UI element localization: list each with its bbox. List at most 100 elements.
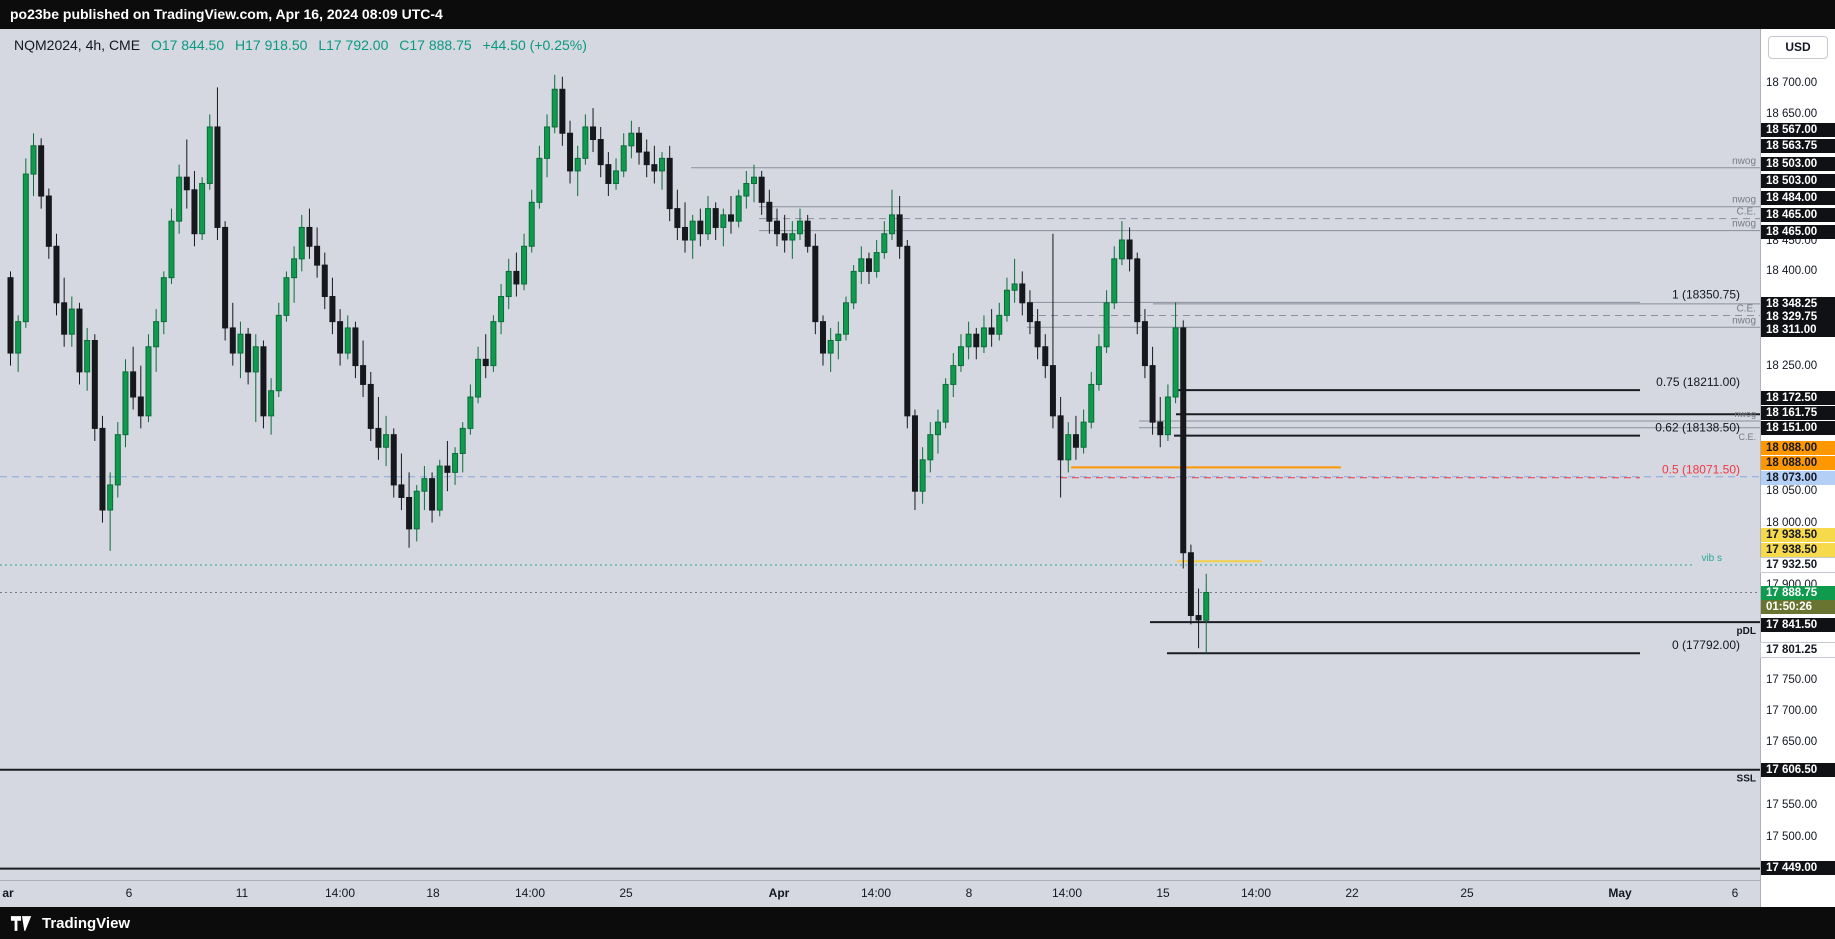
candle-body bbox=[513, 270, 520, 285]
candle-body bbox=[559, 88, 566, 134]
time-axis-label: 14:00 bbox=[1051, 886, 1083, 900]
time-axis-label: 11 bbox=[235, 886, 249, 900]
candle-body bbox=[582, 126, 589, 159]
candle-body bbox=[375, 427, 382, 448]
candle-body bbox=[1065, 434, 1072, 461]
candle-body bbox=[1195, 615, 1202, 621]
candle-body bbox=[107, 484, 114, 511]
candle-body bbox=[191, 189, 198, 235]
level-label: C.E. bbox=[1737, 207, 1756, 218]
currency-button[interactable]: USD bbox=[1768, 36, 1828, 59]
candle-body bbox=[896, 214, 903, 247]
price-level-badge: 18 465.00 bbox=[1761, 225, 1835, 239]
candle-body bbox=[659, 157, 666, 172]
level-label: SSL bbox=[1737, 774, 1756, 785]
candle-body bbox=[888, 214, 895, 235]
candle-body bbox=[38, 145, 45, 197]
legend-close: C17 888.75 bbox=[399, 37, 472, 53]
candle-body bbox=[597, 139, 604, 166]
candle-body bbox=[1072, 434, 1079, 448]
bar-countdown-badge: 01:50:26 bbox=[1761, 600, 1835, 614]
candle-body bbox=[76, 308, 83, 373]
candle-body bbox=[84, 339, 91, 373]
candle-body bbox=[850, 270, 857, 304]
candle-body bbox=[881, 233, 888, 254]
candle-body bbox=[252, 346, 259, 373]
candle-body bbox=[229, 327, 236, 354]
candle-body bbox=[122, 371, 129, 436]
candle-body bbox=[973, 333, 980, 348]
candle-body bbox=[705, 208, 712, 235]
legend-open: O17 844.50 bbox=[150, 37, 225, 53]
levels-layer bbox=[0, 167, 1760, 870]
candle-body bbox=[360, 365, 367, 385]
time-axis-label: 15 bbox=[1156, 886, 1170, 900]
candle-body bbox=[145, 346, 152, 417]
candle-body bbox=[22, 173, 29, 323]
time-axis-label: 14:00 bbox=[514, 886, 546, 900]
candle-body bbox=[1141, 321, 1148, 367]
candle-body bbox=[689, 220, 696, 241]
candle-body bbox=[697, 220, 704, 235]
price-axis-label: 17 750.00 bbox=[1766, 674, 1818, 686]
level-label: nwog bbox=[1734, 409, 1756, 419]
candle-body bbox=[858, 258, 865, 272]
price-axis-label: 17 550.00 bbox=[1766, 799, 1818, 811]
legend-high: H17 918.50 bbox=[235, 37, 308, 53]
candle-body bbox=[613, 170, 620, 184]
candle-body bbox=[590, 126, 597, 141]
price-level-badge: 17 841.50 bbox=[1761, 618, 1835, 632]
price-axis[interactable]: 18 700.00 18 650.00 18 450.00 18 400.00 18 2… bbox=[1760, 29, 1835, 907]
candle-body bbox=[536, 157, 543, 203]
brand-name[interactable]: TradingView bbox=[42, 914, 131, 932]
candle-body bbox=[459, 427, 466, 455]
candle-body bbox=[628, 132, 635, 147]
candle-body bbox=[245, 333, 252, 373]
price-level-badge: 17 938.50 bbox=[1761, 528, 1835, 542]
candle-body bbox=[1034, 321, 1041, 348]
level-label: 0 (17792.00) bbox=[1672, 638, 1740, 652]
candle-body bbox=[298, 226, 305, 260]
candle-body bbox=[15, 321, 22, 354]
candle-body bbox=[444, 465, 451, 473]
time-axis-label: 6 bbox=[125, 886, 133, 900]
chart-canvas[interactable]: nwog nwog C.E. nwog 1 (18350.75) C.E. nwog 0.75… bbox=[0, 29, 1760, 880]
tradingview-logo-icon[interactable] bbox=[10, 915, 34, 932]
price-level-badge: 18 151.00 bbox=[1761, 421, 1835, 435]
candle-body bbox=[636, 132, 643, 153]
candle-body bbox=[766, 201, 773, 222]
candle-body bbox=[544, 126, 551, 159]
candle-body bbox=[222, 226, 229, 329]
candle-body bbox=[421, 478, 428, 492]
candle-body bbox=[344, 327, 351, 354]
candle-body bbox=[1157, 421, 1164, 436]
candle-body bbox=[521, 245, 528, 285]
candle-body bbox=[436, 465, 443, 511]
candle-body bbox=[904, 245, 911, 417]
candle-body bbox=[819, 321, 826, 354]
candle-body bbox=[873, 252, 880, 272]
price-axis-label: 17 650.00 bbox=[1766, 736, 1818, 748]
candle-body bbox=[314, 245, 321, 266]
candle-body bbox=[30, 145, 37, 175]
candle-body bbox=[130, 371, 137, 398]
candle-body bbox=[206, 126, 213, 184]
candle-body bbox=[413, 490, 420, 530]
candle-body bbox=[153, 321, 160, 348]
level-label: nwog bbox=[1732, 195, 1756, 206]
candle-body bbox=[1057, 415, 1064, 461]
time-axis[interactable]: ar 6 11 14:00 18 14:00 25 Apr 14:00 8 14:00 15 14:00… bbox=[0, 880, 1760, 907]
candle-body bbox=[398, 484, 405, 498]
candle-body bbox=[865, 258, 872, 272]
price-axis-label: 17 700.00 bbox=[1766, 705, 1818, 717]
price-level-badge: 17 449.00 bbox=[1761, 861, 1835, 875]
candle-body bbox=[712, 208, 719, 228]
publish-text: po23be published on TradingView.com, Apr… bbox=[10, 6, 443, 22]
symbol-title: NQM2024, 4h, CME bbox=[14, 37, 141, 53]
level-label: C.E. bbox=[1738, 432, 1756, 442]
candle-body bbox=[1149, 365, 1156, 423]
price-axis-label: 18 050.00 bbox=[1766, 485, 1818, 497]
candle-body bbox=[743, 182, 750, 197]
